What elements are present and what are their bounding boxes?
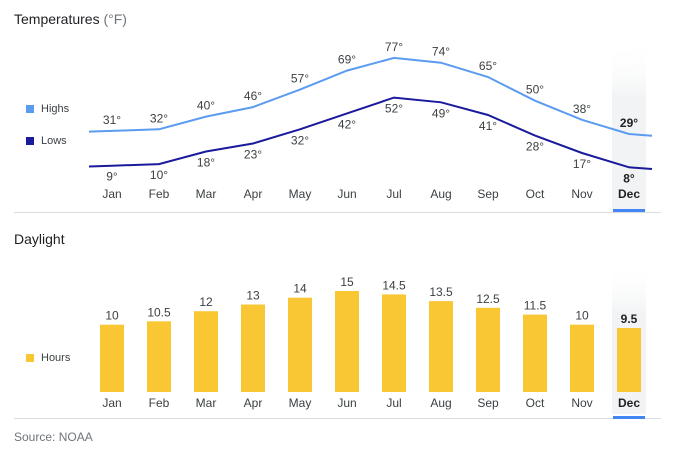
temp-month-jun: Jun (337, 187, 356, 201)
legend-hours-label: Hours (41, 352, 71, 364)
daylight-chart-title: Daylight (14, 231, 65, 247)
lows-label-aug: 49° (432, 106, 450, 120)
lows-label-nov: 17° (573, 157, 591, 171)
daylight-value-feb: 10.5 (147, 305, 171, 319)
temp-month-sep: Sep (477, 187, 499, 201)
daylight-month-feb: Feb (149, 396, 170, 410)
daylight-value-jul: 14.5 (382, 278, 406, 292)
temp-month-jan: Jan (102, 187, 121, 201)
temperature-unit: (°F) (103, 11, 127, 27)
lows-label-sep: 41° (479, 119, 497, 133)
highs-label-jul: 77° (385, 40, 403, 54)
daylight-value-apr: 13 (246, 289, 260, 303)
lows-label-apr: 23° (244, 148, 262, 162)
temp-month-oct: Oct (526, 187, 545, 201)
highs-label-sep: 65° (479, 59, 497, 73)
daylight-bar-mar (194, 311, 218, 392)
daylight-month-aug: Aug (430, 396, 451, 410)
highs-label-mar: 40° (197, 99, 215, 113)
highs-label-oct: 50° (526, 83, 544, 97)
lows-label-mar: 18° (197, 156, 215, 170)
lows-label-jun: 42° (338, 117, 356, 131)
legend-highs: Highs (26, 103, 69, 115)
lows-line (88, 96, 653, 170)
daylight-bar-sep (476, 307, 500, 392)
legend-highs-label: Highs (41, 103, 70, 115)
highs-label-nov: 38° (573, 102, 591, 116)
daylight-bar-apr (241, 304, 265, 392)
lows-label-dec: 8° (623, 171, 635, 185)
daylight-bar-dec (617, 328, 641, 392)
lows-label-may: 32° (291, 133, 309, 147)
daylight-bar-jan (100, 324, 124, 392)
temperature-chart-title: Temperatures (°F) (14, 11, 127, 27)
highs-label-dec: 29° (620, 116, 638, 130)
daylight-value-aug: 13.5 (429, 285, 453, 299)
highs-swatch (26, 105, 34, 113)
temp-month-mar: Mar (196, 187, 217, 201)
lows-swatch (26, 137, 34, 145)
temp-month-feb: Feb (149, 187, 170, 201)
daylight-month-mar: Mar (196, 396, 217, 410)
daylight-bar-oct (523, 314, 547, 392)
daylight-month-dec: Dec (618, 396, 640, 410)
daylight-value-may: 14 (293, 282, 307, 296)
lows-label-jan: 9° (106, 170, 118, 184)
daylight-bar-jul (382, 294, 406, 392)
temp-month-may: May (289, 187, 312, 201)
daylight-bar-jun (335, 291, 359, 392)
daylight-value-nov: 10 (575, 309, 589, 323)
daylight-month-sep: Sep (477, 396, 499, 410)
daylight-month-jan: Jan (102, 396, 121, 410)
temperature-title-text: Temperatures (14, 11, 100, 27)
legend-lows-label: Lows (41, 135, 67, 147)
daylight-value-jun: 15 (340, 275, 354, 289)
daylight-month-may: May (289, 396, 312, 410)
lows-label-oct: 28° (526, 140, 544, 154)
temp-month-nov: Nov (571, 187, 592, 201)
daylight-value-sep: 12.5 (476, 292, 500, 306)
lows-label-feb: 10° (150, 168, 168, 182)
temp-month-dec: Dec (618, 187, 640, 201)
daylight-bar-may (288, 297, 312, 392)
daylight-value-oct: 11.5 (524, 299, 547, 313)
highs-label-may: 57° (291, 72, 309, 86)
daylight-bar-feb (147, 321, 171, 392)
highs-label-aug: 74° (432, 45, 450, 59)
daylight-month-apr: Apr (244, 396, 263, 410)
daylight-title-text: Daylight (14, 231, 65, 247)
daylight-value-jan: 10 (105, 309, 119, 323)
highs-label-jan: 31° (103, 113, 121, 127)
daylight-value-mar: 12 (199, 295, 213, 309)
highs-label-apr: 46° (244, 89, 262, 103)
daylight-month-jul: Jul (386, 396, 401, 410)
lows-label-jul: 52° (385, 102, 403, 116)
highs-label-jun: 69° (338, 53, 356, 67)
daylight-value-dec: 9.5 (621, 312, 638, 326)
temp-month-apr: Apr (244, 187, 263, 201)
temp-month-jul: Jul (386, 187, 401, 201)
hours-swatch (26, 354, 34, 362)
daylight-month-oct: Oct (526, 396, 545, 410)
temp-month-aug: Aug (430, 187, 451, 201)
legend-lows: Lows (26, 135, 67, 147)
highs-line (88, 56, 653, 137)
selected-column-temp (612, 40, 646, 211)
selected-indicator-temp (613, 209, 645, 212)
selected-indicator-daylight (613, 416, 645, 419)
daylight-month-nov: Nov (571, 396, 592, 410)
highs-label-feb: 32° (150, 111, 168, 125)
daylight-bar-aug (429, 301, 453, 392)
legend-hours: Hours (26, 352, 70, 364)
source-note: Source: NOAA (14, 430, 93, 444)
daylight-bar-nov (570, 324, 594, 392)
daylight-month-jun: Jun (337, 396, 356, 410)
